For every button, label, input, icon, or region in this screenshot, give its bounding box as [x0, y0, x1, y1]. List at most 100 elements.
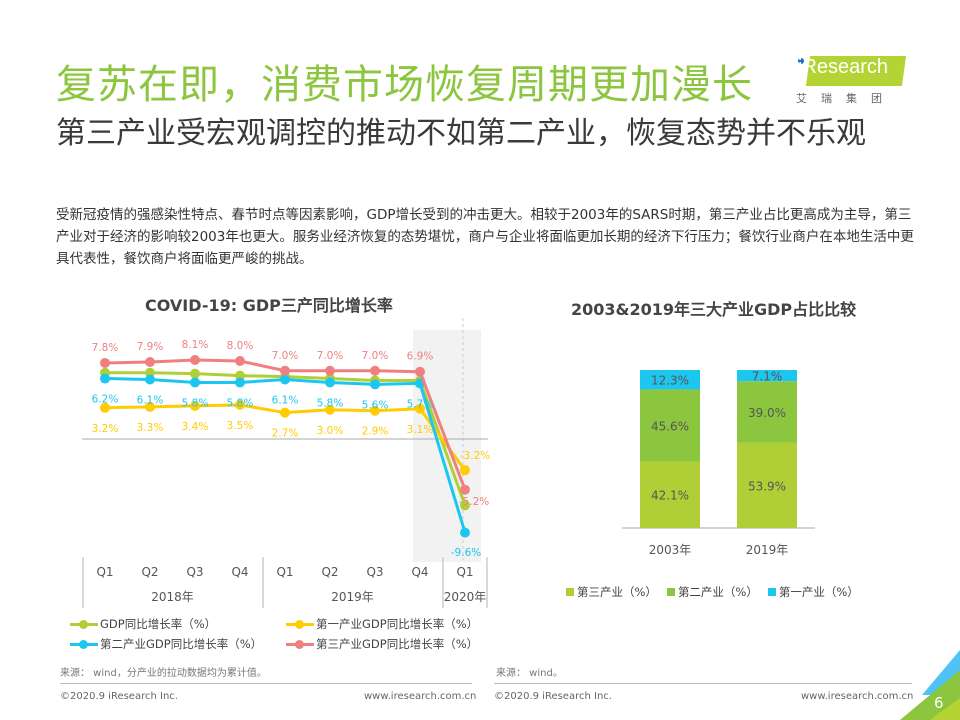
bar-chart-title: 2003&2019年三大产业GDP占比比较 [571, 300, 857, 319]
data-label: 7.0% [317, 350, 344, 362]
website-url[interactable]: www.iresearch.com.cn [364, 691, 477, 702]
legend-primary: 第一产业GDP同比增长率（%） [286, 616, 478, 632]
corner-decoration [900, 650, 960, 720]
data-label: 3.4% [182, 421, 209, 433]
data-point [145, 356, 155, 367]
data-point [460, 527, 470, 538]
data-point [145, 374, 155, 385]
data-point [280, 374, 290, 385]
x-tick-label: Q1 [276, 565, 293, 579]
data-label: 8.1% [182, 339, 209, 351]
bar-segment [737, 442, 797, 528]
data-label: 7.9% [137, 341, 164, 353]
iresearch-logo: iResearch 艾瑞集团 [790, 52, 910, 108]
source-note-right: 来源： wind。 [496, 668, 563, 679]
data-point [190, 377, 200, 388]
data-label: 2.9% [362, 426, 389, 438]
logo-text: iResearch [798, 56, 889, 78]
x-tick-label: Q1 [456, 565, 473, 579]
data-point [235, 399, 245, 410]
data-label: 5.8% [227, 397, 254, 409]
data-label: 5.8% [317, 397, 344, 409]
data-point [325, 377, 335, 388]
logo-subtext: 艾瑞集团 [796, 92, 896, 105]
data-point [325, 365, 335, 376]
x-group-label: 2018年 [151, 590, 194, 604]
legend-gdp: GDP同比增长率（%） [70, 616, 216, 632]
page-number: 6 [934, 694, 944, 712]
data-label: 7.8% [92, 342, 119, 354]
data-point [460, 500, 470, 511]
data-point [145, 401, 155, 412]
data-label: 6.1% [137, 395, 164, 407]
data-label: 3.1% [407, 424, 434, 436]
data-point [415, 403, 425, 414]
data-point [460, 484, 470, 495]
data-point [235, 377, 245, 388]
x-tick-label: Q2 [321, 565, 338, 579]
data-point [460, 465, 470, 476]
legend-tertiary: 第三产业GDP同比增长率（%） [286, 636, 478, 652]
copyright: ©2020.9 iResearch Inc. [60, 691, 178, 702]
data-label: 3.0% [317, 425, 344, 437]
copyright: ©2020.9 iResearch Inc. [494, 691, 612, 702]
legend-secondary: 第二产业GDP同比增长率（%） [70, 636, 262, 652]
bar-chart: 42.1% 45.6% 12.3% 2003年 53.9% 39.0% 7.1% 2019年 [622, 370, 815, 557]
x-group-label: 2020年 [444, 590, 487, 604]
bar-chart-legend: 第三产业（%） 第二产业（%） 第一产业（%） [566, 584, 859, 600]
data-point [370, 365, 380, 376]
legend-primary-share: 第一产业（%） [767, 584, 859, 600]
bar-value-label: 45.6% [651, 419, 689, 433]
bar-value-label: 42.1% [651, 489, 689, 503]
data-point [415, 366, 425, 377]
data-point [100, 402, 110, 413]
bar-segment [640, 461, 700, 528]
x-group-label: 2019年 [331, 590, 374, 604]
data-point [235, 356, 245, 366]
data-label: -5.2% [459, 496, 489, 508]
data-label: 5.8% [182, 397, 209, 409]
data-label: 6.2% [92, 394, 119, 406]
divider [60, 683, 472, 684]
x-tick-label: Q1 [96, 565, 113, 579]
data-label: 7.0% [272, 350, 299, 362]
data-point [370, 405, 380, 416]
bar-segment [640, 389, 700, 462]
x-tick-label: Q4 [411, 565, 428, 579]
data-point [100, 357, 110, 368]
bar-value-label: 39.0% [748, 406, 786, 420]
data-label: -9.6% [451, 547, 481, 559]
data-label: 2.7% [272, 428, 299, 440]
data-point [280, 365, 290, 376]
bar-value-label: 53.9% [748, 479, 786, 493]
website-url[interactable]: www.iresearch.com.cn [801, 691, 914, 702]
x-tick-label: 2003年 [649, 543, 692, 557]
bar-segment [737, 381, 797, 443]
legend-tertiary-share: 第三产业（%） [566, 584, 657, 600]
page-subtitle: 第三产业受宏观调控的推动不如第二产业，恢复态势并不乐观 [56, 116, 866, 151]
data-label: -3.2% [460, 450, 490, 462]
bar-segment [737, 370, 797, 382]
data-point [190, 400, 200, 411]
data-point [280, 407, 290, 418]
data-label: 5.7% [407, 398, 434, 410]
x-tick-label: Q3 [186, 565, 203, 579]
bar-value-label: 12.3% [651, 374, 689, 388]
data-label: 3.5% [227, 420, 254, 432]
divider [494, 683, 912, 684]
x-tick-label: Q2 [141, 565, 158, 579]
x-tick-label: Q3 [366, 565, 383, 579]
x-tick-label: Q4 [231, 565, 248, 579]
data-point [190, 368, 200, 379]
x-tick-label: 2019年 [746, 543, 789, 557]
legend-secondary-share: 第二产业（%） [666, 584, 758, 600]
line-chart-title: COVID-19: GDP三产同比增长率 [145, 296, 393, 315]
data-label: 3.3% [137, 422, 164, 434]
data-point [370, 379, 380, 390]
data-label: 3.2% [92, 423, 119, 435]
data-point [190, 355, 200, 366]
data-point [325, 404, 335, 415]
data-label: 6.9% [407, 351, 434, 363]
bar-segment [640, 370, 700, 390]
data-label: 6.1% [272, 395, 299, 407]
